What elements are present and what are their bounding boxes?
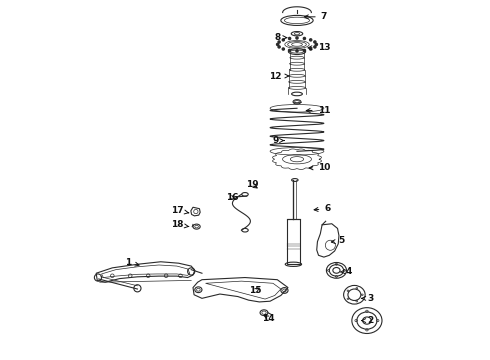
Text: 8: 8 [274,33,287,42]
Text: 14: 14 [262,314,274,323]
Circle shape [314,41,316,43]
Circle shape [310,48,312,50]
Text: 19: 19 [246,180,259,189]
Text: 4: 4 [340,267,352,276]
Text: 13: 13 [308,43,330,52]
Text: 9: 9 [272,136,284,145]
Text: 17: 17 [171,206,189,215]
Bar [287,220,300,264]
Circle shape [303,49,305,51]
Text: 16: 16 [226,193,239,202]
Text: 6: 6 [314,204,331,213]
Circle shape [303,37,305,40]
Text: 5: 5 [331,237,345,246]
Circle shape [282,39,284,41]
Text: 3: 3 [362,294,374,303]
Circle shape [276,43,279,45]
Circle shape [314,46,316,48]
Circle shape [278,46,280,48]
Circle shape [296,50,298,52]
Circle shape [289,37,291,40]
Circle shape [296,37,298,39]
Text: 1: 1 [125,258,139,267]
Text: 7: 7 [304,12,327,21]
Circle shape [315,43,318,45]
Text: 12: 12 [269,72,289,81]
Text: 2: 2 [362,316,374,325]
Text: 11: 11 [306,105,330,114]
Circle shape [310,39,312,41]
Circle shape [278,41,280,43]
Text: 18: 18 [171,220,189,229]
Circle shape [282,48,284,50]
Text: 10: 10 [309,163,330,172]
Text: 15: 15 [249,286,262,295]
Circle shape [289,49,291,51]
